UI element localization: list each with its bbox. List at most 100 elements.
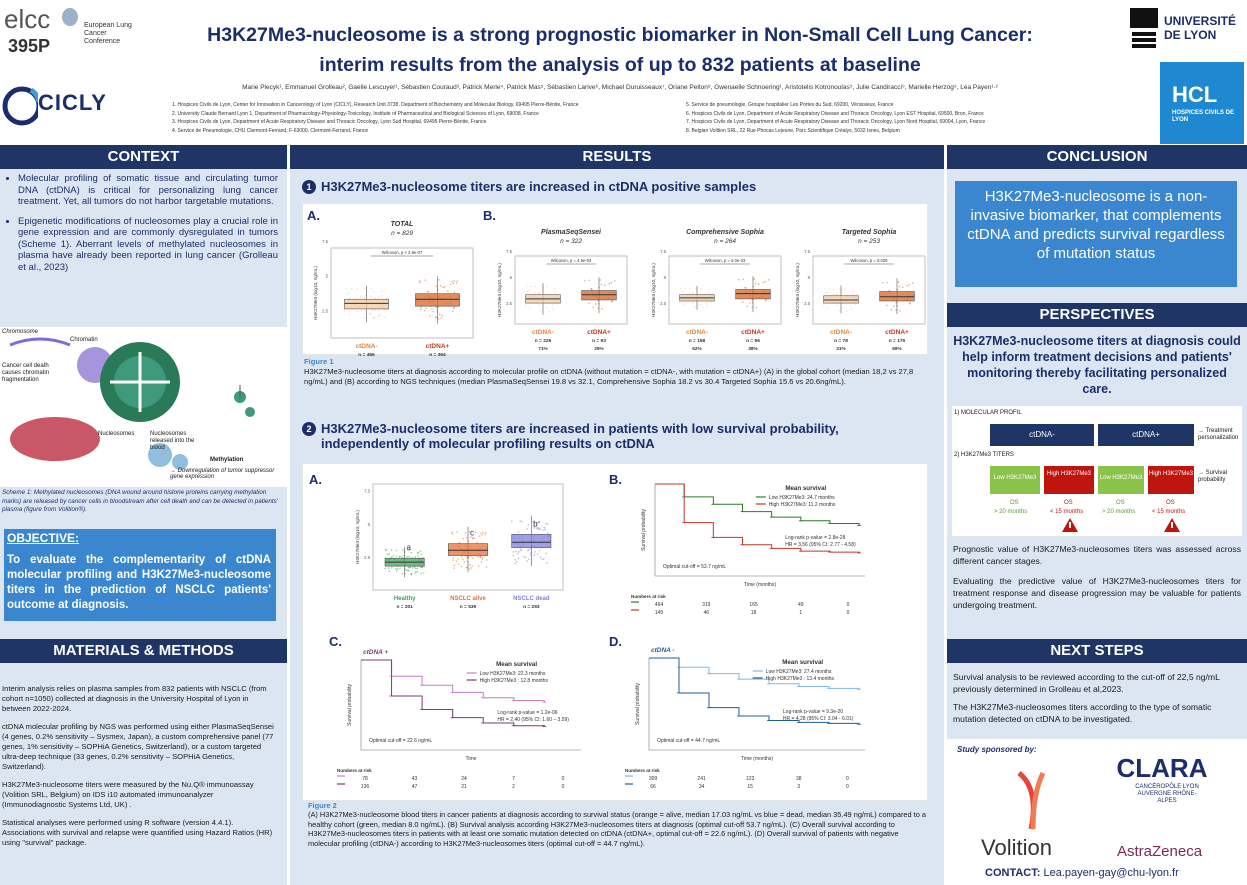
significance-letter: c: [470, 529, 474, 538]
data-point: [422, 572, 425, 574]
risk-title: Numbers at risk: [631, 594, 666, 599]
header: elcc 395P European Lung Cancer Conferenc…: [0, 0, 1247, 145]
data-point: [538, 304, 540, 307]
data-point: [346, 293, 349, 295]
data-point: [377, 315, 379, 318]
risk-count: 18: [751, 610, 757, 616]
data-point: [536, 524, 538, 527]
affiliations-left: 1. Hospices Civils de Lyon, Center for I…: [172, 102, 579, 134]
risk-count: 165: [749, 602, 758, 608]
cicly-logo: CICLY: [2, 82, 112, 132]
data-point: [595, 303, 597, 305]
panel-label-c: C.: [329, 634, 342, 649]
n-label: n = 93: [592, 338, 606, 344]
next-steps-bullet-2: The H3K27Me3-nucleosomes titers accordin…: [953, 702, 1212, 724]
low-pos-box: Low H3K27Me3: [1098, 466, 1144, 494]
context-bullet-1: Molecular profiling of somatic tissue an…: [18, 173, 278, 208]
univ-lyon-logo: UNIVERSITÉ DE LYON: [1128, 4, 1243, 54]
data-point: [374, 309, 377, 312]
y-tick-label: 5: [510, 275, 513, 280]
data-point: [471, 565, 473, 567]
data-point: [469, 564, 471, 566]
pct-label: 62%: [692, 346, 702, 352]
group-label: ctDNA +: [363, 649, 388, 656]
y-axis-label: Survival probability: [635, 683, 641, 725]
data-point: [377, 296, 380, 298]
y-tick-label: 5: [326, 274, 329, 279]
legend-title: Mean survival: [496, 661, 537, 668]
risk-count: 7: [512, 776, 515, 782]
category-label: ctDNA+: [741, 329, 765, 336]
data-point: [524, 304, 527, 307]
data-point: [484, 533, 486, 536]
risk-count: 464: [655, 602, 664, 608]
data-point: [371, 309, 373, 311]
cutoff-label: Optimal cut-off = 44.7 ng/mL: [657, 738, 720, 744]
data-point: [846, 310, 848, 312]
box: [735, 289, 771, 300]
data-point: [363, 297, 365, 299]
data-point: [384, 567, 386, 570]
right-column: CONCLUSION H3K27Me3-nucleosome is a non-…: [947, 145, 1247, 885]
data-point: [757, 283, 760, 285]
data-point: [532, 525, 535, 528]
data-point: [419, 281, 421, 284]
data-point: [546, 532, 549, 534]
risk-count: 15: [747, 784, 753, 790]
objective-heading: OBJECTIVE:: [7, 531, 80, 545]
data-point: [481, 558, 484, 560]
cutoff-label: Optimal cut-off = 53.7 ng/mL: [663, 564, 726, 570]
data-point: [764, 280, 767, 283]
y-tick-label: 2.5: [322, 308, 328, 313]
data-point: [610, 300, 613, 303]
chart-title: PlasmaSeqSensei: [541, 229, 602, 236]
astrazeneca-logo: AstraZeneca: [1117, 843, 1203, 860]
data-point: [420, 572, 422, 575]
data-point: [694, 287, 697, 289]
box: [581, 290, 617, 301]
data-point: [451, 280, 453, 283]
data-point: [418, 279, 421, 282]
data-point: [908, 302, 911, 305]
data-point: [386, 553, 389, 556]
data-point: [597, 300, 599, 302]
n-label: n = 96: [746, 338, 760, 344]
data-point: [680, 290, 683, 293]
data-point: [526, 528, 529, 530]
category-label: ctDNA+: [587, 329, 611, 336]
data-point: [438, 278, 440, 281]
data-point: [851, 290, 854, 292]
figure-1-caption: Figure 1 H3K27Me3-nucleosome titers at d…: [304, 357, 914, 386]
contact-email[interactable]: Lea.payen-gay@chu-lyon.fr: [1043, 867, 1179, 879]
box: [879, 291, 915, 302]
data-point: [466, 557, 468, 559]
data-point: [453, 280, 456, 282]
scheme-caption: Scheme 1: Methylated nucleosomes (DNA wo…: [2, 489, 278, 513]
data-point: [471, 536, 474, 539]
data-point: [895, 302, 897, 304]
methods-bullet-1: Interim analysis relies on plasma sample…: [2, 684, 267, 713]
category-label: ctDNA-: [532, 329, 554, 336]
category-label: ctDNA+: [885, 329, 909, 336]
legend-entry: High H3K27Me3 : 13.4 months: [766, 676, 835, 682]
data-point: [355, 310, 358, 313]
data-point: [592, 306, 594, 309]
data-point: [534, 285, 537, 288]
data-point: [515, 560, 518, 563]
risk-count: 47: [412, 784, 418, 790]
data-point: [517, 557, 520, 560]
figure-1-boxplots: TOTAL n = 829 Wilcoxon, p < 2.9e-07 H3K27Me…: [313, 221, 926, 356]
data-point: [357, 311, 360, 313]
legend-entry: Low H3K27Me3: 24.7 months: [769, 495, 835, 501]
volition-logo: Volition: [981, 835, 1052, 860]
category-label: Healthy: [394, 596, 416, 602]
y-tick-label: 2.5: [804, 301, 810, 306]
data-point: [481, 534, 483, 536]
data-point: [391, 566, 393, 569]
objective-box: OBJECTIVE: To evaluate the complementari…: [4, 529, 276, 621]
risk-count: 46: [703, 610, 709, 616]
data-point: [482, 531, 484, 534]
data-point: [421, 566, 424, 569]
y-axis-label: Survival probability: [641, 509, 647, 551]
data-point: [541, 558, 544, 561]
